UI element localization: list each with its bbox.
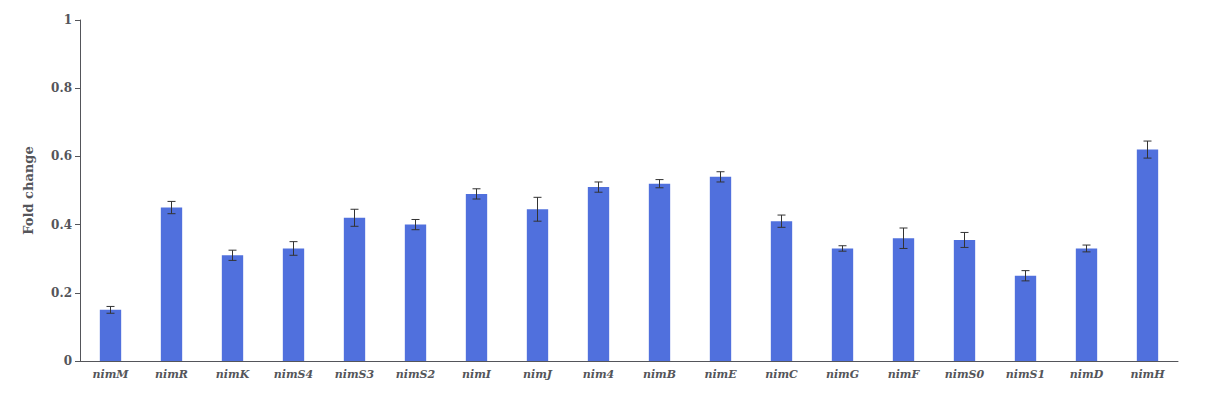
svg-text:0.6: 0.6 bbox=[51, 149, 72, 163]
svg-text:nimI: nimI bbox=[462, 368, 492, 381]
svg-text:nimS3: nimS3 bbox=[335, 368, 375, 381]
svg-text:nimB: nimB bbox=[643, 368, 676, 381]
svg-text:nimS0: nimS0 bbox=[945, 368, 985, 381]
svg-text:nimH: nimH bbox=[1130, 368, 1165, 381]
svg-text:nimG: nimG bbox=[826, 368, 859, 381]
svg-text:nimD: nimD bbox=[1070, 368, 1104, 381]
svg-text:nimC: nimC bbox=[765, 368, 798, 381]
svg-text:0: 0 bbox=[64, 354, 72, 368]
svg-text:nimJ: nimJ bbox=[523, 368, 553, 381]
svg-text:nimS2: nimS2 bbox=[396, 368, 436, 381]
svg-text:Fold change: Fold change bbox=[21, 146, 36, 234]
svg-text:nimM: nimM bbox=[93, 368, 130, 381]
svg-text:nimE: nimE bbox=[704, 368, 737, 381]
svg-text:nimS4: nimS4 bbox=[274, 368, 313, 381]
svg-text:1: 1 bbox=[64, 13, 72, 27]
svg-text:nimS1: nimS1 bbox=[1006, 368, 1045, 381]
svg-text:0.8: 0.8 bbox=[51, 81, 72, 95]
svg-text:nimR: nimR bbox=[155, 368, 188, 381]
svg-text:0.4: 0.4 bbox=[51, 218, 72, 232]
svg-text:nim4: nim4 bbox=[583, 368, 614, 381]
svg-text:nimK: nimK bbox=[216, 368, 250, 381]
svg-text:0.2: 0.2 bbox=[51, 286, 72, 300]
svg-text:nimF: nimF bbox=[888, 368, 921, 381]
